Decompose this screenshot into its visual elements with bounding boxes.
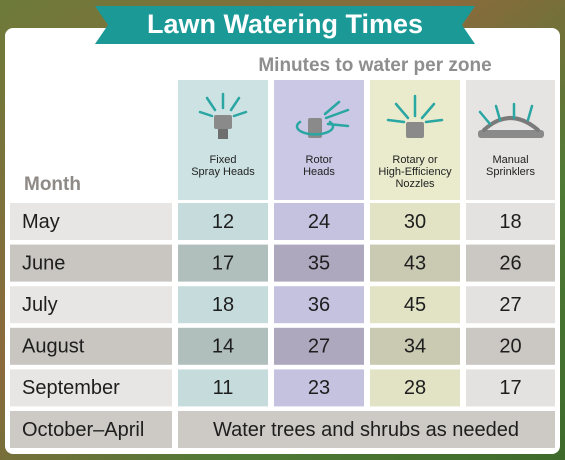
value: 17 (499, 377, 521, 399)
value: 18 (212, 294, 234, 316)
value: 23 (308, 377, 330, 399)
value-cell (370, 286, 460, 324)
value-cell (274, 244, 364, 282)
month-label: June (22, 252, 65, 274)
value-cell (466, 286, 555, 324)
value: 45 (404, 294, 426, 316)
month-label: July (22, 294, 58, 316)
value: 30 (404, 211, 426, 233)
value: 17 (212, 252, 234, 274)
value-cell (370, 369, 460, 407)
month-cell (10, 244, 172, 282)
month-cell (10, 327, 172, 365)
value-cell (178, 286, 268, 324)
value: 35 (308, 252, 330, 274)
month-label: August (22, 336, 85, 358)
column-header-bg (466, 80, 555, 200)
subtitle: Minutes to water per zone (258, 55, 491, 76)
value-cell (274, 203, 364, 240)
value-cell (370, 244, 460, 282)
value-cell (178, 327, 268, 365)
value-cell (274, 286, 364, 324)
month-cell (10, 203, 172, 240)
column-header: Nozzles (395, 178, 435, 190)
month-cell (10, 411, 172, 448)
value: 28 (404, 377, 426, 399)
column-header: Spray Heads (191, 166, 255, 178)
column-header: Sprinklers (486, 166, 535, 178)
column-header: Manual (492, 154, 528, 166)
column-header: Rotor (306, 154, 333, 166)
value-cell (178, 369, 268, 407)
value-cell (274, 327, 364, 365)
title: Lawn Watering Times (147, 9, 423, 39)
month-label: September (22, 377, 120, 399)
value: 24 (308, 211, 330, 233)
value-cell (466, 327, 555, 365)
value-cell (466, 369, 555, 407)
title-banner (95, 6, 475, 44)
value-cell (370, 203, 460, 240)
icons (198, 92, 544, 139)
value-cell (370, 327, 460, 365)
column-header: Heads (303, 166, 335, 178)
note-cell (178, 411, 555, 448)
value: 34 (404, 336, 426, 358)
value: 26 (499, 252, 521, 274)
month-cell (10, 369, 172, 407)
value: 14 (212, 336, 234, 358)
value: 43 (404, 252, 426, 274)
rows: May 12 24 30 18 June 17 35 43 26 July 18 36 45 27 Augus… (10, 203, 555, 448)
value-cell (178, 244, 268, 282)
value: 36 (308, 294, 330, 316)
month-label: May (22, 211, 60, 233)
column-header-bg (274, 80, 364, 200)
note: Water trees and shrubs as needed (213, 419, 519, 441)
column-header: Fixed (210, 154, 237, 166)
value-cell (466, 203, 555, 240)
value: 20 (499, 336, 521, 358)
month-cell (10, 286, 172, 324)
value: 11 (213, 377, 234, 399)
value-cell (274, 369, 364, 407)
month-header: Month (24, 174, 81, 195)
value: 18 (499, 211, 521, 233)
column-header: High-Efficiency (378, 166, 452, 178)
column-header: Rotary or (392, 154, 438, 166)
value: 27 (308, 336, 330, 358)
value: 12 (212, 211, 234, 233)
month-label: October–April (22, 419, 144, 441)
value-cell (178, 203, 268, 240)
value-cell (466, 244, 555, 282)
value: 27 (499, 294, 521, 316)
